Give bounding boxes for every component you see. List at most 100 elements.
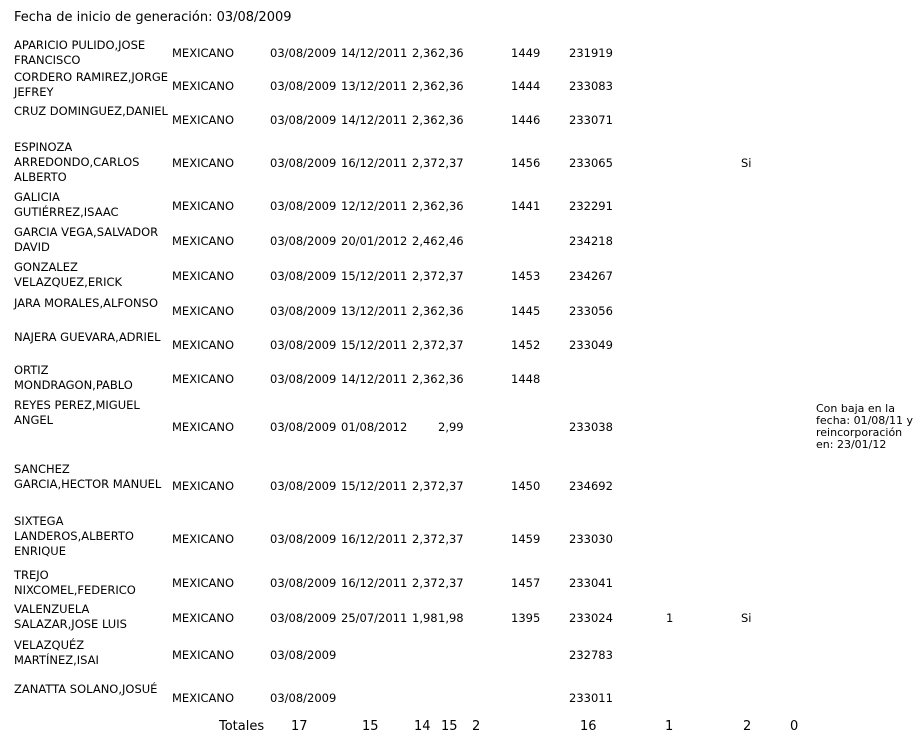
value-a-cell: 2,36: [412, 303, 438, 318]
start-date-cell: 03/08/2009: [270, 78, 337, 93]
table-row: NAJERA GUEVARA,ADRIEL MEXICANO 03/08/2009 1…: [0, 330, 921, 360]
nationality-cell: MEXICANO: [172, 198, 235, 213]
end-date-cell: 20/01/2012: [341, 233, 408, 248]
table-row: GALICIA GUTIÉRREZ,ISAAC MEXICANO 03/08/200…: [0, 190, 921, 222]
employee-name: GARCIA VEGA,SALVADOR DAVID: [14, 225, 159, 254]
end-date-cell: 12/12/2011: [341, 198, 408, 213]
start-date-cell: 03/08/2009: [270, 647, 337, 662]
value-a-cell: 2,37: [412, 478, 438, 493]
start-date-cell: 03/08/2009: [270, 478, 337, 493]
table-row: GARCIA VEGA,SALVADOR DAVID MEXICANO 03/08/…: [0, 225, 921, 256]
value-b-cell: 2,37: [438, 478, 464, 493]
record-number-cell: 232291: [569, 198, 613, 213]
value-a-cell: 2,36: [412, 112, 438, 127]
nationality-cell: MEXICANO: [172, 531, 235, 546]
code-cell: 1441: [511, 198, 541, 213]
code-cell: 1449: [511, 45, 541, 60]
employee-name: CORDERO RAMIREZ,JORGE JEFREY: [14, 70, 168, 99]
value-b-cell: 2,46: [438, 233, 464, 248]
employee-name: SIXTEGA LANDEROS,ALBERTO ENRIQUE: [14, 514, 134, 558]
employee-name: ZANATTA SOLANO,JOSUÉ: [14, 682, 158, 696]
value-a-cell: 2,46: [412, 233, 438, 248]
record-number-cell: 234267: [569, 268, 613, 283]
table-row: SANCHEZ GARCIA,HECTOR MANUEL MEXICANO 03/0…: [0, 462, 921, 510]
start-date-cell: 03/08/2009: [270, 112, 337, 127]
total-extra: 2: [472, 719, 481, 734]
record-number-cell: 233030: [569, 531, 613, 546]
end-date-cell: 01/08/2012: [341, 419, 408, 434]
code-cell: 1444: [511, 78, 541, 93]
code-cell: 1459: [511, 531, 541, 546]
page-header: Fecha de inicio de generación: 03/08/200…: [14, 10, 292, 25]
start-date-cell: 03/08/2009: [270, 337, 337, 352]
end-date-cell: 15/12/2011: [341, 337, 408, 352]
nationality-cell: MEXICANO: [172, 268, 235, 283]
employee-name: TREJO NIXCOMEL,FEDERICO: [14, 568, 136, 597]
record-number-cell: 233038: [569, 419, 613, 434]
record-number-cell: 233065: [569, 155, 613, 170]
nationality-cell: MEXICANO: [172, 690, 235, 705]
total-v2: 15: [441, 719, 458, 734]
record-number-cell: 233083: [569, 78, 613, 93]
end-date-cell: 14/12/2011: [341, 45, 408, 60]
nationality-cell: MEXICANO: [172, 337, 235, 352]
table-row: ESPINOZA ARREDONDO,CARLOS ALBERTO MEXICAN…: [0, 140, 921, 186]
end-date-cell: 16/12/2011: [341, 531, 408, 546]
total-zero: 0: [790, 719, 799, 734]
start-date-cell: 03/08/2009: [270, 198, 337, 213]
value-b-cell: 2,36: [438, 45, 464, 60]
employee-name: CRUZ DOMINGUEZ,DANIEL: [14, 104, 168, 118]
value-a-cell: 2,37: [412, 575, 438, 590]
value-a-cell: 2,37: [412, 337, 438, 352]
end-date-cell: 15/12/2011: [341, 478, 408, 493]
start-date-cell: 03/08/2009: [270, 155, 337, 170]
code-cell: 1448: [511, 371, 541, 386]
employee-name: GONZALEZ VELAZQUEZ,ERICK: [14, 260, 123, 289]
nationality-cell: MEXICANO: [172, 155, 235, 170]
end-date-cell: 13/12/2011: [341, 303, 408, 318]
employee-name: SANCHEZ GARCIA,HECTOR MANUEL: [14, 462, 162, 491]
record-number-cell: 233071: [569, 112, 613, 127]
value-b-cell: 2,36: [438, 78, 464, 93]
code-cell: 1395: [511, 610, 541, 625]
code-cell: 1450: [511, 478, 541, 493]
record-number-cell: 233024: [569, 610, 613, 625]
value-a-cell: 2,37: [412, 268, 438, 283]
total-v1: 14: [414, 719, 431, 734]
note-cell: Con baja en la fecha: 01/08/11 y reincor…: [816, 402, 914, 451]
total-one: 1: [665, 719, 674, 734]
table-row: CRUZ DOMINGUEZ,DANIEL MEXICANO 03/08/2009 1…: [0, 104, 921, 136]
total-num: 16: [580, 719, 597, 734]
end-date-cell: 15/12/2011: [341, 268, 408, 283]
table-row: ORTIZ MONDRAGON,PABLO MEXICANO 03/08/2009 1…: [0, 363, 921, 395]
end-date-cell: 16/12/2011: [341, 575, 408, 590]
value-b-cell: 2,36: [438, 303, 464, 318]
value-b-cell: 2,37: [438, 575, 464, 590]
value-b-cell: 2,37: [438, 531, 464, 546]
nationality-cell: MEXICANO: [172, 419, 235, 434]
end-date-cell: 13/12/2011: [341, 78, 408, 93]
table-row: TREJO NIXCOMEL,FEDERICO MEXICANO 03/08/200…: [0, 568, 921, 598]
total-count: 17: [291, 719, 308, 734]
employee-name: VALENZUELA SALAZAR,JOSE LUIS: [14, 602, 127, 631]
totals-label: Totales: [219, 719, 265, 734]
value-a-cell: 2,36: [412, 78, 438, 93]
employee-name: VELAZQUÉZ MARTÍNEZ,ISAI: [14, 638, 99, 667]
nationality-cell: MEXICANO: [172, 575, 235, 590]
table-row: SIXTEGA LANDEROS,ALBERTO ENRIQUE MEXICANO…: [0, 514, 921, 564]
end-date-cell: 16/12/2011: [341, 155, 408, 170]
employee-name: NAJERA GUEVARA,ADRIEL: [14, 330, 161, 344]
value-b-cell: 2,36: [438, 112, 464, 127]
table-row: CORDERO RAMIREZ,JORGE JEFREY MEXICANO 03/0…: [0, 70, 921, 101]
total-end-date: 15: [362, 719, 379, 734]
table-row: APARICIO PULIDO,JOSE FRANCISCO MEXICANO 03…: [0, 38, 921, 68]
employee-name: JARA MORALES,ALFONSO: [14, 296, 158, 310]
start-date-cell: 03/08/2009: [270, 610, 337, 625]
value-b-cell: 2,37: [438, 337, 464, 352]
code-cell: 1453: [511, 268, 541, 283]
record-number-cell: 233011: [569, 690, 613, 705]
start-date-cell: 03/08/2009: [270, 371, 337, 386]
record-number-cell: 234692: [569, 478, 613, 493]
record-number-cell: 233049: [569, 337, 613, 352]
value-b-cell: 2,37: [438, 155, 464, 170]
